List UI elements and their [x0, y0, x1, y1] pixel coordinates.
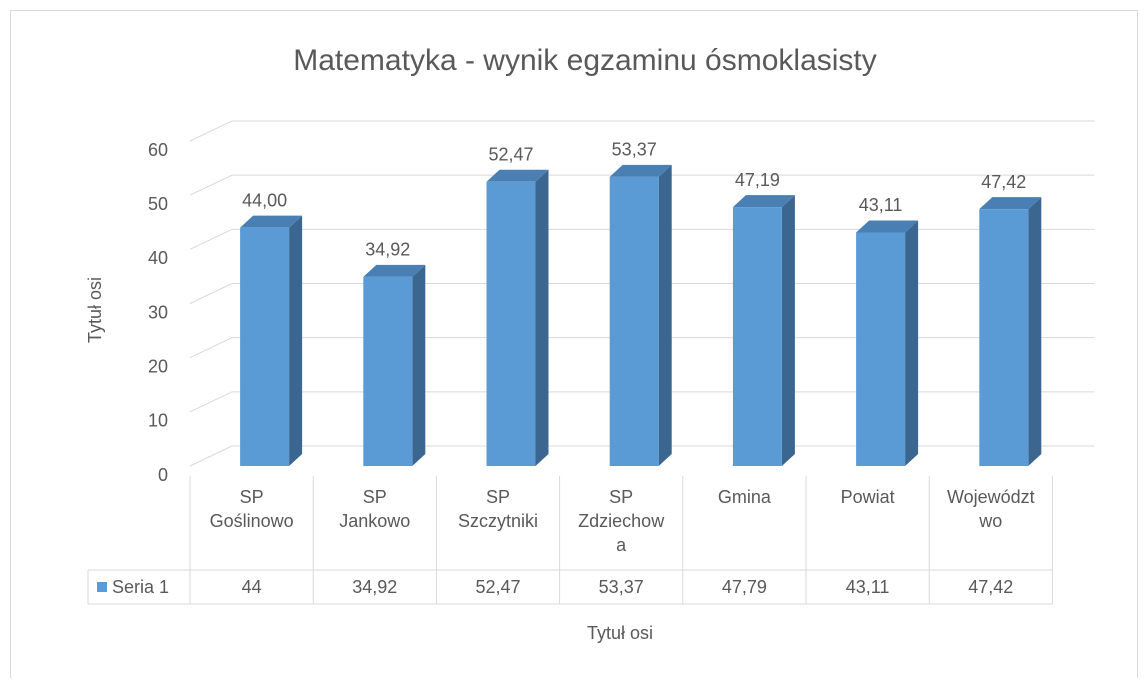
y-tick-label: 50 [148, 194, 168, 214]
bar [609, 176, 659, 466]
bar-side [658, 164, 672, 466]
bar-side [412, 264, 426, 466]
x-tick-label-box: SP Szczytniki [457, 487, 538, 531]
x-tick-label-box: SP Zdziechowa [578, 487, 665, 555]
table-value: 47,42 [968, 577, 1013, 597]
bar-top [363, 264, 426, 277]
grid-line [189, 283, 1095, 304]
y-tick-label: 60 [148, 140, 168, 160]
bar-top [609, 164, 672, 177]
x-tick-label-box: Województwo [946, 487, 1035, 531]
x-tick-label: Województwo [946, 487, 1035, 531]
bar-top [979, 197, 1042, 210]
x-tick-label: Gmina [717, 487, 771, 507]
grid-line [189, 391, 1095, 413]
table-value: 43,11 [846, 577, 890, 597]
bar [363, 276, 413, 466]
y-tick-label: 10 [148, 411, 168, 431]
bar [240, 227, 290, 466]
grid-line [189, 120, 1095, 142]
data-label: 34,92 [365, 240, 410, 260]
data-label: 47,19 [735, 170, 780, 190]
bar [979, 209, 1029, 466]
bar-side [1028, 197, 1042, 466]
table-value: 34,92 [352, 577, 397, 597]
legend-swatch [97, 582, 107, 592]
x-tick-label: SP Zdziechowa [578, 487, 665, 555]
data-label: 44,00 [242, 190, 287, 210]
bar [486, 181, 536, 466]
x-tick-label: SP Szczytniki [457, 487, 538, 531]
bar-side [289, 215, 303, 466]
y-axis-title: Tytuł osi [85, 277, 105, 343]
y-tick-label: 40 [148, 248, 168, 268]
grid-line [189, 174, 1095, 196]
table-value: 53,37 [599, 577, 644, 597]
x-tick-label-box: Powiat [840, 487, 895, 507]
x-tick-label-box: Gmina [717, 487, 771, 507]
data-label: 52,47 [488, 145, 533, 165]
x-axis-title: Tytuł osi [587, 623, 653, 643]
chart-title: Matematyka - wynik egzaminu ósmoklasisty [293, 44, 877, 77]
table-value: 47,79 [722, 577, 767, 597]
bar [856, 232, 906, 466]
data-label: 43,11 [859, 195, 903, 215]
y-tick-label: 20 [148, 356, 168, 376]
x-tick-label: SP Goślinowo [209, 487, 294, 531]
bar-side [535, 169, 549, 466]
bar-top [240, 215, 303, 228]
bar-top [732, 195, 795, 208]
table-value: 52,47 [475, 577, 520, 597]
table-value: 44 [242, 577, 262, 597]
bar-top [856, 220, 919, 233]
grid-line [189, 445, 1095, 467]
grid-line [189, 228, 1095, 250]
x-tick-label-box: SP Goślinowo [209, 487, 294, 531]
legend-label: Seria 1 [112, 577, 169, 597]
x-tick-label-box: SP Jankowo [339, 487, 411, 531]
x-tick-label: Powiat [840, 487, 895, 507]
bar-side [905, 220, 919, 466]
y-tick-label: 30 [148, 302, 168, 322]
data-label: 47,42 [981, 172, 1026, 192]
bar-side [781, 195, 795, 466]
grid-line [189, 337, 1095, 359]
y-tick-label: 0 [158, 465, 168, 485]
bar-top [486, 169, 549, 182]
data-label: 53,37 [612, 140, 657, 160]
chart-border [10, 10, 1138, 683]
bar [732, 207, 782, 466]
x-tick-label: SP Jankowo [339, 487, 411, 531]
